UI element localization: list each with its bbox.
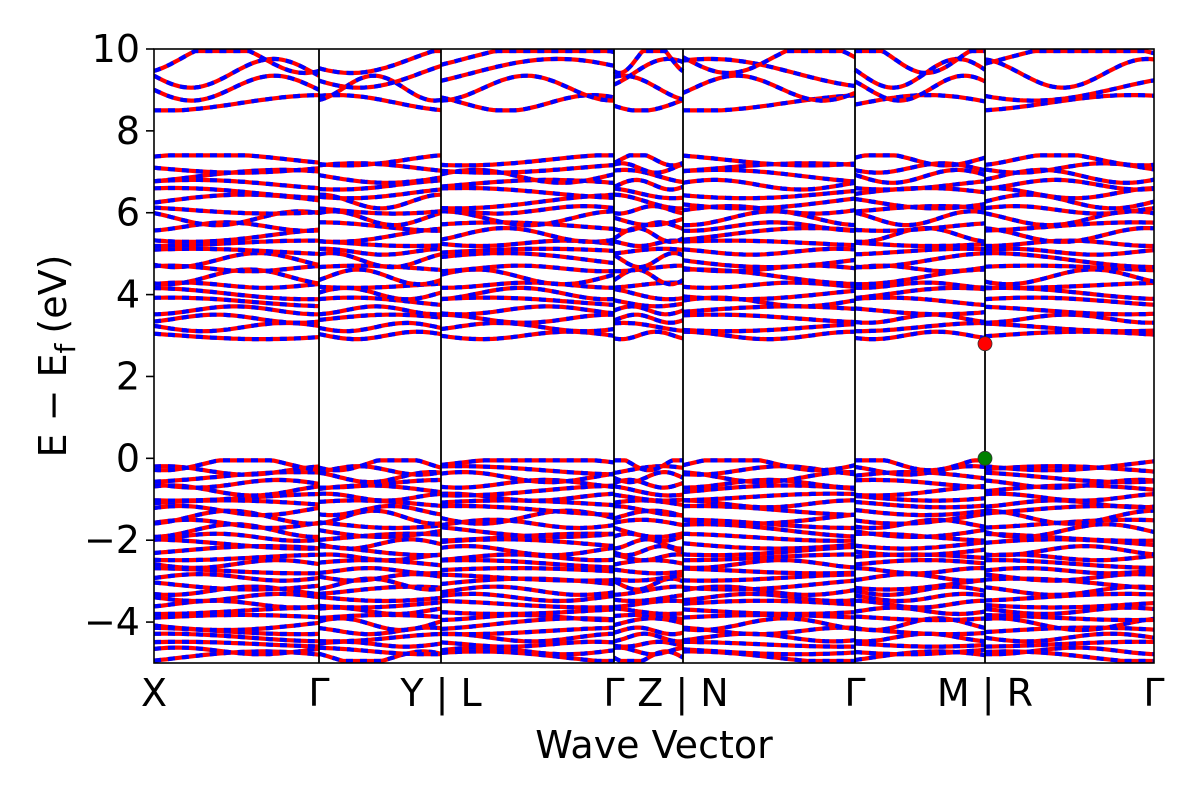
band-line-spin-down	[154, 491, 1154, 503]
band-line-spin-down	[154, 566, 1154, 576]
band-lines	[154, 49, 1154, 663]
band-line-spin-down	[154, 591, 1154, 604]
band-line-spin-down	[154, 246, 1154, 257]
extrema-markers	[977, 336, 993, 466]
band-line-spin-down	[154, 537, 1154, 551]
band-line-spin-down	[154, 645, 1154, 657]
y-tick-label: −4	[84, 600, 140, 644]
x-tick-label: Γ	[844, 671, 865, 715]
y-tick-label: 8	[116, 109, 140, 153]
band-line-spin-down	[154, 458, 1154, 473]
x-tick-label: Z | N	[637, 671, 728, 716]
kpoint-divider-lines	[318, 49, 986, 663]
y-tick-label: 0	[116, 436, 140, 480]
band-line-spin-down	[154, 251, 1154, 270]
y-tick-label: 6	[116, 191, 140, 235]
band-line-spin-down	[154, 584, 1154, 598]
band-line-spin-down	[154, 470, 1154, 485]
y-axis-ticks: −4 −2 0 2 4 6 8 10	[84, 27, 154, 644]
y-tick-label: 4	[116, 273, 140, 317]
band-line-spin-down	[154, 464, 1154, 477]
band-line-spin-down	[154, 312, 1154, 325]
band-line-spin-down	[154, 153, 1154, 168]
y-tick-label: 2	[116, 354, 140, 398]
band-line-spin-down	[154, 571, 1154, 583]
x-axis-label: Wave Vector	[535, 723, 773, 767]
band-line-spin-down	[154, 508, 1154, 526]
band-line-spin-down	[154, 649, 1154, 663]
band-line-spin-down	[154, 238, 1154, 249]
x-tick-label: Γ	[1143, 671, 1164, 715]
band-line-spin-down	[154, 295, 1154, 309]
band-line-spin-down	[154, 616, 1154, 633]
y-tick-label: 10	[92, 27, 140, 71]
band-line-spin-down	[154, 49, 1154, 76]
x-axis-ticks: X Γ Y | L Γ Z | N Γ M | R Γ	[141, 671, 1165, 716]
band-line-spin-down	[154, 92, 1154, 113]
plot-frame	[153, 48, 1155, 664]
band-line-spin-down	[154, 605, 1154, 617]
y-axis-label: E − Ef(eV)	[31, 255, 82, 458]
band-line-spin-down	[154, 185, 1154, 201]
cbm-marker	[977, 336, 993, 352]
band-line-spin-down	[154, 73, 1154, 103]
x-tick-label: M | R	[937, 671, 1033, 716]
y-tick-label: −2	[84, 518, 140, 562]
band-line-spin-down	[154, 522, 1154, 539]
band-line-spin-down	[154, 639, 1154, 649]
x-tick-label: Y | L	[399, 671, 481, 716]
band-line-spin-down	[154, 304, 1154, 317]
band-line-spin-down	[154, 226, 1154, 244]
band-line-spin-down	[154, 280, 1154, 290]
band-line-spin-down	[154, 544, 1154, 558]
band-line-spin-down	[154, 598, 1154, 610]
band-line-spin-down	[154, 329, 1154, 342]
band-line-spin-down	[154, 192, 1154, 211]
band-line-spin-down	[154, 56, 1154, 90]
x-tick-label: X	[141, 671, 167, 715]
vbm-marker	[977, 450, 993, 466]
band-line-spin-down	[154, 625, 1154, 637]
x-tick-label: Γ	[603, 671, 624, 715]
x-tick-label: Γ	[308, 671, 329, 715]
band-line-spin-down	[154, 285, 1154, 302]
band-line-spin-down	[154, 320, 1154, 334]
